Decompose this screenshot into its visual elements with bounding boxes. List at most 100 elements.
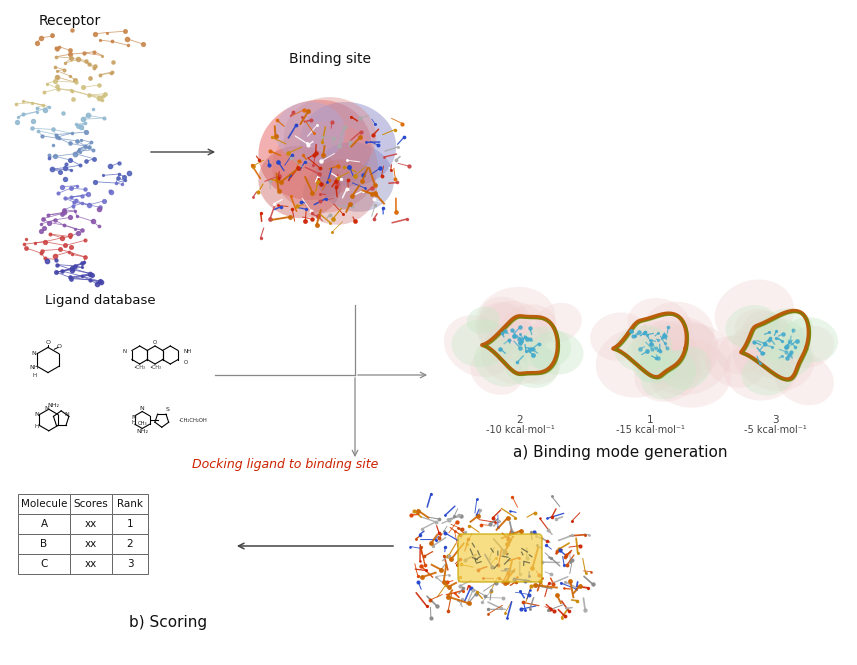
Ellipse shape (626, 338, 659, 366)
Text: 3: 3 (771, 415, 778, 425)
Text: 2: 2 (127, 539, 134, 549)
Ellipse shape (284, 97, 376, 177)
Text: b) Scoring: b) Scoring (129, 615, 207, 630)
Ellipse shape (746, 336, 794, 378)
Bar (18, 534, 70, 554)
Ellipse shape (775, 352, 834, 406)
Text: N: N (34, 412, 39, 417)
Text: 2: 2 (517, 415, 524, 425)
Text: •CH₃: •CH₃ (134, 365, 146, 370)
Ellipse shape (273, 122, 378, 213)
Ellipse shape (638, 354, 669, 382)
Ellipse shape (529, 331, 584, 375)
Bar (18, 494, 70, 514)
Ellipse shape (715, 279, 794, 346)
Text: H: H (32, 372, 36, 378)
Ellipse shape (717, 331, 768, 374)
Ellipse shape (648, 339, 731, 408)
Ellipse shape (474, 340, 528, 387)
Bar (112, 534, 148, 554)
Ellipse shape (705, 336, 766, 388)
Ellipse shape (640, 320, 719, 387)
Ellipse shape (316, 142, 394, 212)
Bar (70, 514, 112, 534)
Ellipse shape (481, 322, 557, 384)
Bar (18, 514, 70, 534)
Ellipse shape (724, 341, 797, 400)
Ellipse shape (518, 327, 571, 369)
Bar (112, 554, 148, 574)
Text: •CH₃: •CH₃ (149, 365, 161, 370)
Text: H: H (35, 424, 39, 429)
Bar (70, 554, 112, 574)
Text: N: N (45, 406, 49, 410)
Ellipse shape (590, 313, 649, 361)
Text: N: N (122, 349, 126, 354)
Text: Binding site: Binding site (289, 52, 371, 66)
Bar (112, 494, 148, 514)
Ellipse shape (764, 338, 812, 376)
Text: NH: NH (29, 365, 39, 370)
Text: A: A (40, 519, 47, 529)
Bar (70, 494, 112, 514)
Text: O: O (153, 340, 157, 345)
Text: -CH₂CH₂OH: -CH₂CH₂OH (179, 418, 207, 424)
Ellipse shape (662, 347, 711, 390)
Text: C: C (40, 559, 48, 569)
Text: S: S (165, 407, 170, 412)
Text: Ligand database: Ligand database (45, 294, 155, 307)
Ellipse shape (782, 317, 838, 362)
Ellipse shape (502, 339, 559, 388)
Ellipse shape (478, 302, 527, 343)
Ellipse shape (725, 305, 779, 348)
Ellipse shape (480, 297, 531, 342)
Ellipse shape (734, 309, 782, 347)
Text: Scores: Scores (74, 499, 108, 509)
Text: B: B (40, 539, 47, 549)
Text: Rank: Rank (117, 499, 143, 509)
Bar (70, 534, 112, 554)
Ellipse shape (757, 308, 813, 355)
Ellipse shape (644, 302, 714, 360)
Ellipse shape (785, 326, 834, 368)
Ellipse shape (743, 311, 791, 352)
Text: 3: 3 (127, 559, 134, 569)
Text: NH₂: NH₂ (136, 428, 148, 434)
Ellipse shape (596, 327, 681, 398)
Ellipse shape (754, 319, 806, 360)
Bar (112, 514, 148, 534)
Ellipse shape (513, 346, 560, 384)
Ellipse shape (467, 307, 500, 334)
Text: O: O (57, 344, 62, 348)
Ellipse shape (258, 146, 342, 218)
Text: N: N (131, 415, 136, 420)
Ellipse shape (259, 100, 372, 200)
Ellipse shape (500, 305, 557, 352)
Text: a) Binding mode generation: a) Binding mode generation (512, 445, 728, 460)
Ellipse shape (452, 319, 511, 367)
Text: Molecule: Molecule (21, 499, 67, 509)
Ellipse shape (470, 348, 523, 395)
Text: O: O (183, 360, 188, 364)
Text: CH₃: CH₃ (137, 420, 147, 426)
FancyBboxPatch shape (458, 534, 542, 582)
Text: xx: xx (85, 539, 97, 549)
Ellipse shape (741, 354, 794, 396)
Ellipse shape (275, 102, 345, 162)
Ellipse shape (632, 321, 698, 378)
Text: O: O (45, 340, 51, 346)
Ellipse shape (641, 350, 696, 399)
Text: NH₂: NH₂ (47, 404, 59, 408)
Text: N: N (32, 351, 37, 356)
Ellipse shape (646, 324, 731, 395)
Ellipse shape (536, 303, 582, 342)
Ellipse shape (632, 345, 679, 383)
Text: 1: 1 (647, 415, 653, 425)
Text: N: N (65, 412, 69, 417)
Text: H: H (132, 420, 135, 425)
Ellipse shape (303, 159, 377, 225)
Text: N: N (140, 406, 145, 412)
Text: -10 kcal·mol⁻¹: -10 kcal·mol⁻¹ (486, 425, 554, 435)
Ellipse shape (444, 315, 512, 377)
Ellipse shape (614, 325, 673, 372)
